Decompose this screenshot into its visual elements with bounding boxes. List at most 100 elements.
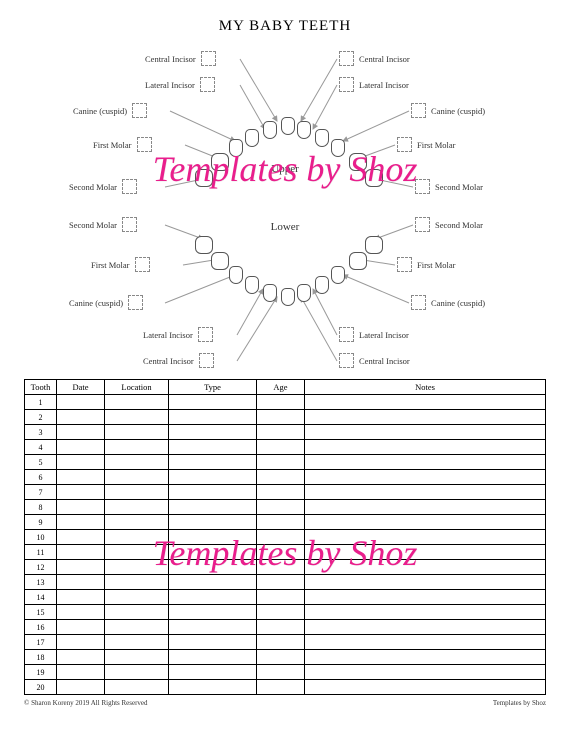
cell[interactable] [257,560,305,575]
cell[interactable] [105,485,169,500]
cell[interactable] [257,410,305,425]
cell[interactable] [57,575,105,590]
cell[interactable] [105,560,169,575]
cell[interactable] [57,455,105,470]
tooth-checkbox[interactable] [137,137,152,152]
cell[interactable] [305,500,546,515]
cell[interactable] [105,455,169,470]
cell[interactable] [57,425,105,440]
cell[interactable] [169,605,257,620]
cell[interactable] [105,440,169,455]
tooth-checkbox[interactable] [415,217,430,232]
tooth-checkbox[interactable] [122,217,137,232]
cell[interactable] [169,440,257,455]
tooth-checkbox[interactable] [411,103,426,118]
cell[interactable] [57,395,105,410]
cell[interactable] [257,485,305,500]
cell[interactable] [169,545,257,560]
tooth-checkbox[interactable] [415,179,430,194]
cell[interactable] [105,635,169,650]
cell[interactable] [169,680,257,695]
cell[interactable] [305,650,546,665]
cell[interactable] [169,590,257,605]
cell[interactable] [169,530,257,545]
cell[interactable] [257,395,305,410]
cell[interactable] [305,440,546,455]
cell[interactable] [257,440,305,455]
cell[interactable] [57,665,105,680]
cell[interactable] [257,605,305,620]
cell[interactable] [169,575,257,590]
cell[interactable] [305,620,546,635]
cell[interactable] [169,620,257,635]
cell[interactable] [257,575,305,590]
tooth-checkbox[interactable] [135,257,150,272]
cell[interactable] [57,560,105,575]
cell[interactable] [305,395,546,410]
cell[interactable] [305,560,546,575]
cell[interactable] [105,425,169,440]
tooth-checkbox[interactable] [397,257,412,272]
cell[interactable] [305,530,546,545]
tooth-checkbox[interactable] [200,77,215,92]
cell[interactable] [57,680,105,695]
cell[interactable] [169,500,257,515]
tooth-checkbox[interactable] [122,179,137,194]
cell[interactable] [57,590,105,605]
cell[interactable] [305,665,546,680]
cell[interactable] [169,395,257,410]
tooth-checkbox[interactable] [339,327,354,342]
tooth-checkbox[interactable] [397,137,412,152]
tooth-checkbox[interactable] [339,353,354,368]
cell[interactable] [305,410,546,425]
cell[interactable] [105,650,169,665]
cell[interactable] [57,650,105,665]
cell[interactable] [105,590,169,605]
cell[interactable] [169,515,257,530]
cell[interactable] [305,425,546,440]
cell[interactable] [105,515,169,530]
cell[interactable] [257,515,305,530]
cell[interactable] [169,470,257,485]
cell[interactable] [305,485,546,500]
tooth-checkbox[interactable] [339,51,354,66]
cell[interactable] [105,620,169,635]
cell[interactable] [305,515,546,530]
cell[interactable] [105,575,169,590]
cell[interactable] [105,680,169,695]
cell[interactable] [305,545,546,560]
cell[interactable] [305,590,546,605]
tooth-checkbox[interactable] [128,295,143,310]
cell[interactable] [57,440,105,455]
cell[interactable] [57,500,105,515]
cell[interactable] [169,485,257,500]
tooth-checkbox[interactable] [201,51,216,66]
tooth-checkbox[interactable] [339,77,354,92]
cell[interactable] [105,665,169,680]
cell[interactable] [257,650,305,665]
cell[interactable] [105,410,169,425]
cell[interactable] [257,680,305,695]
tooth-checkbox[interactable] [198,327,213,342]
cell[interactable] [257,620,305,635]
cell[interactable] [257,470,305,485]
cell[interactable] [57,635,105,650]
cell[interactable] [257,500,305,515]
cell[interactable] [57,605,105,620]
cell[interactable] [169,650,257,665]
tooth-checkbox[interactable] [199,353,214,368]
cell[interactable] [169,410,257,425]
tooth-checkbox[interactable] [132,103,147,118]
cell[interactable] [257,545,305,560]
cell[interactable] [305,470,546,485]
cell[interactable] [105,395,169,410]
cell[interactable] [105,500,169,515]
cell[interactable] [169,665,257,680]
cell[interactable] [305,605,546,620]
cell[interactable] [169,635,257,650]
cell[interactable] [57,620,105,635]
cell[interactable] [57,545,105,560]
cell[interactable] [105,530,169,545]
cell[interactable] [305,635,546,650]
cell[interactable] [105,470,169,485]
